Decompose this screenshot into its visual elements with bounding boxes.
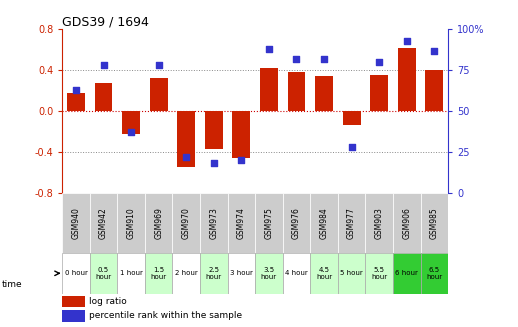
Text: GDS39 / 1694: GDS39 / 1694 <box>62 15 149 28</box>
FancyBboxPatch shape <box>255 193 283 253</box>
FancyBboxPatch shape <box>310 253 338 294</box>
Bar <box>342 111 361 126</box>
Text: 1.5
hour: 1.5 hour <box>151 267 167 280</box>
FancyBboxPatch shape <box>117 253 145 294</box>
Text: GSM969: GSM969 <box>154 207 163 239</box>
Text: 4.5
hour: 4.5 hour <box>316 267 332 280</box>
Point <box>430 48 438 53</box>
Text: GSM973: GSM973 <box>209 207 218 239</box>
Point <box>154 63 163 68</box>
FancyBboxPatch shape <box>365 253 393 294</box>
FancyBboxPatch shape <box>90 253 117 294</box>
Text: GSM942: GSM942 <box>99 207 108 239</box>
FancyBboxPatch shape <box>172 193 200 253</box>
Text: GSM906: GSM906 <box>402 207 411 239</box>
Text: GSM975: GSM975 <box>264 207 274 239</box>
Bar <box>233 111 250 158</box>
FancyBboxPatch shape <box>310 193 338 253</box>
Text: time: time <box>2 280 22 289</box>
FancyBboxPatch shape <box>62 253 90 294</box>
FancyBboxPatch shape <box>393 253 421 294</box>
FancyBboxPatch shape <box>172 253 200 294</box>
Text: 2 hour: 2 hour <box>175 270 197 276</box>
Text: 5 hour: 5 hour <box>340 270 363 276</box>
Bar <box>315 77 333 111</box>
Point <box>127 130 135 135</box>
Point <box>265 46 273 52</box>
Text: GSM903: GSM903 <box>375 207 384 239</box>
FancyBboxPatch shape <box>283 193 310 253</box>
Text: GSM977: GSM977 <box>347 207 356 239</box>
Point <box>375 60 383 65</box>
Text: 5.5
hour: 5.5 hour <box>371 267 387 280</box>
Bar <box>67 93 85 111</box>
Text: 6.5
hour: 6.5 hour <box>426 267 442 280</box>
FancyBboxPatch shape <box>145 193 172 253</box>
FancyBboxPatch shape <box>393 193 421 253</box>
Bar <box>425 70 443 111</box>
Text: 2.5
hour: 2.5 hour <box>206 267 222 280</box>
Text: percentile rank within the sample: percentile rank within the sample <box>89 311 242 320</box>
Bar <box>62 310 85 322</box>
FancyBboxPatch shape <box>117 193 145 253</box>
Text: GSM910: GSM910 <box>126 207 136 239</box>
Bar <box>122 111 140 134</box>
Point <box>237 158 246 163</box>
FancyBboxPatch shape <box>421 193 448 253</box>
Point <box>99 63 108 68</box>
Text: 3.5
hour: 3.5 hour <box>261 267 277 280</box>
Text: GSM940: GSM940 <box>71 207 80 239</box>
FancyBboxPatch shape <box>255 253 283 294</box>
Bar <box>370 76 388 111</box>
FancyBboxPatch shape <box>90 193 117 253</box>
Text: 4 hour: 4 hour <box>285 270 308 276</box>
FancyBboxPatch shape <box>421 253 448 294</box>
Text: GSM984: GSM984 <box>320 207 328 239</box>
FancyBboxPatch shape <box>338 193 365 253</box>
FancyBboxPatch shape <box>200 193 227 253</box>
Point <box>72 87 80 93</box>
Text: 3 hour: 3 hour <box>230 270 253 276</box>
Bar <box>62 296 85 307</box>
FancyBboxPatch shape <box>200 253 227 294</box>
Text: GSM985: GSM985 <box>430 207 439 239</box>
Point <box>182 154 190 160</box>
FancyBboxPatch shape <box>365 193 393 253</box>
FancyBboxPatch shape <box>62 193 90 253</box>
Bar <box>150 78 168 111</box>
Bar <box>260 68 278 111</box>
Text: GSM970: GSM970 <box>182 207 191 239</box>
Point <box>348 145 356 150</box>
FancyBboxPatch shape <box>145 253 172 294</box>
Bar <box>287 72 306 111</box>
Bar <box>95 82 112 111</box>
Bar <box>177 111 195 167</box>
Point <box>292 56 300 61</box>
FancyBboxPatch shape <box>227 193 255 253</box>
Point <box>320 56 328 61</box>
FancyBboxPatch shape <box>227 253 255 294</box>
Bar <box>398 48 415 111</box>
Text: 1 hour: 1 hour <box>120 270 142 276</box>
Text: 0.5
hour: 0.5 hour <box>95 267 111 280</box>
Point <box>210 161 218 166</box>
Text: 6 hour: 6 hour <box>395 270 418 276</box>
Text: GSM974: GSM974 <box>237 207 246 239</box>
FancyBboxPatch shape <box>283 253 310 294</box>
Text: log ratio: log ratio <box>89 297 127 306</box>
Text: GSM976: GSM976 <box>292 207 301 239</box>
Text: 0 hour: 0 hour <box>65 270 88 276</box>
Point <box>402 38 411 43</box>
Bar <box>205 111 223 149</box>
FancyBboxPatch shape <box>338 253 365 294</box>
